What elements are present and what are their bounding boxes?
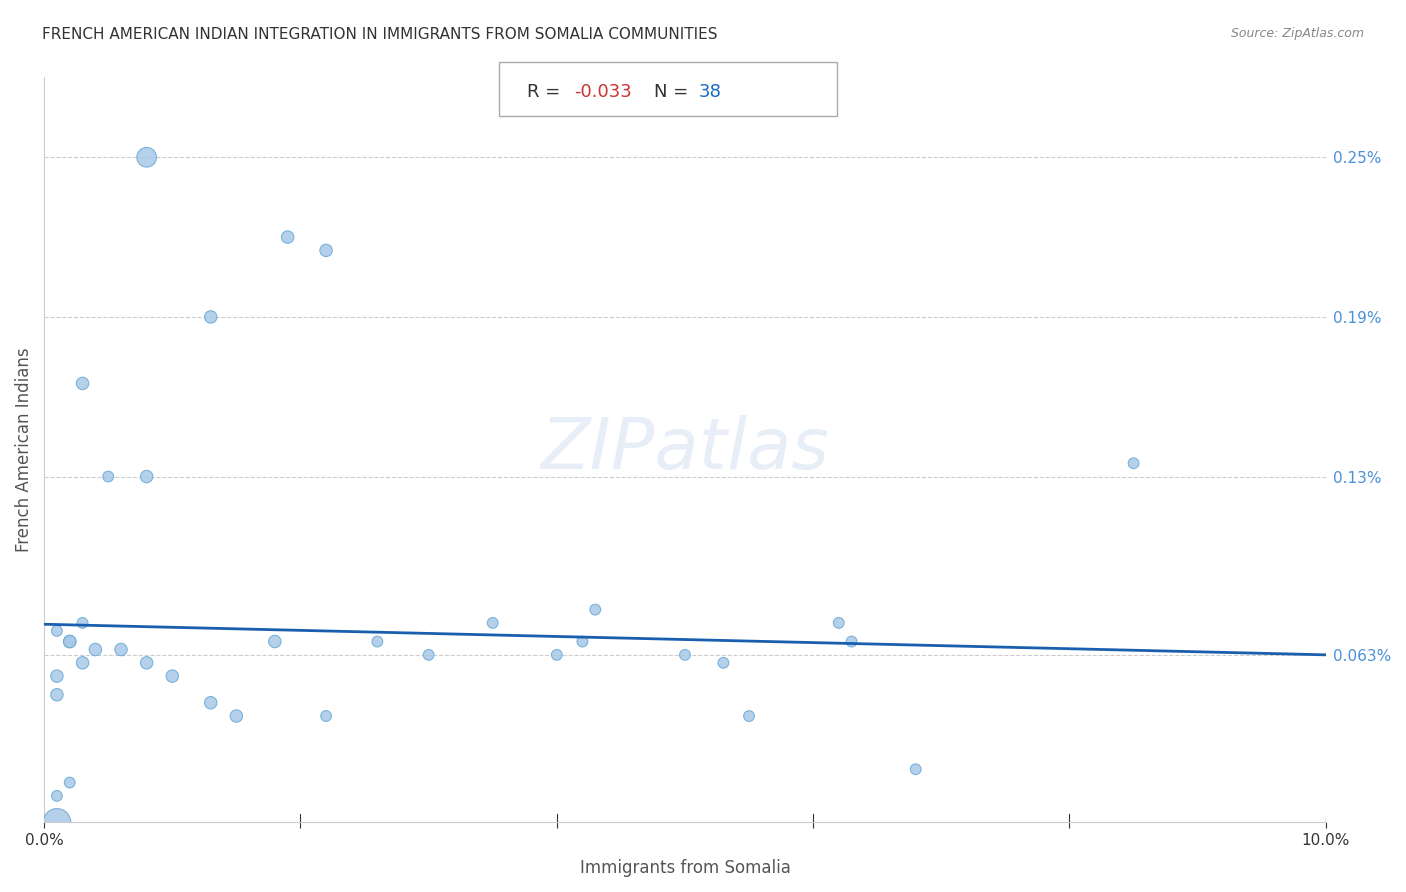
Point [277,230,299,244]
Point [59,634,82,648]
Point [45,688,67,702]
Point [366,634,388,648]
Point [904,762,927,776]
Point [315,709,337,723]
Point [583,602,606,616]
Text: FRENCH AMERICAN INDIAN INTEGRATION IN IMMIGRANTS FROM SOMALIA COMMUNITIES: FRENCH AMERICAN INDIAN INTEGRATION IN IM… [42,27,717,42]
Text: Source: ZipAtlas.com: Source: ZipAtlas.com [1230,27,1364,40]
Point [59,634,82,648]
Point [225,709,247,723]
Point [263,634,285,648]
Point [200,696,222,710]
Text: -0.033: -0.033 [574,83,631,101]
Point [45,624,67,638]
Point [110,642,132,657]
Point [738,709,761,723]
Point [45,789,67,803]
Point [72,615,94,630]
Point [1122,456,1144,470]
Text: ZIPatlas: ZIPatlas [540,416,830,484]
Point [828,615,851,630]
X-axis label: Immigrants from Somalia: Immigrants from Somalia [579,859,790,877]
Point [135,150,157,164]
Text: N =: N = [654,83,693,101]
Text: 38: 38 [699,83,721,101]
Point [72,376,94,391]
Point [45,815,67,830]
Point [162,669,184,683]
Point [841,634,863,648]
Point [59,775,82,789]
Point [72,656,94,670]
Point [135,656,157,670]
Point [481,615,503,630]
Point [546,648,568,662]
Point [571,634,593,648]
Text: R =: R = [527,83,567,101]
Point [673,648,696,662]
Point [713,656,735,670]
Point [84,642,107,657]
Point [200,310,222,324]
Point [135,469,157,483]
Point [315,244,337,258]
Point [97,469,120,483]
Point [45,669,67,683]
Point [418,648,440,662]
Y-axis label: French American Indians: French American Indians [15,348,32,552]
